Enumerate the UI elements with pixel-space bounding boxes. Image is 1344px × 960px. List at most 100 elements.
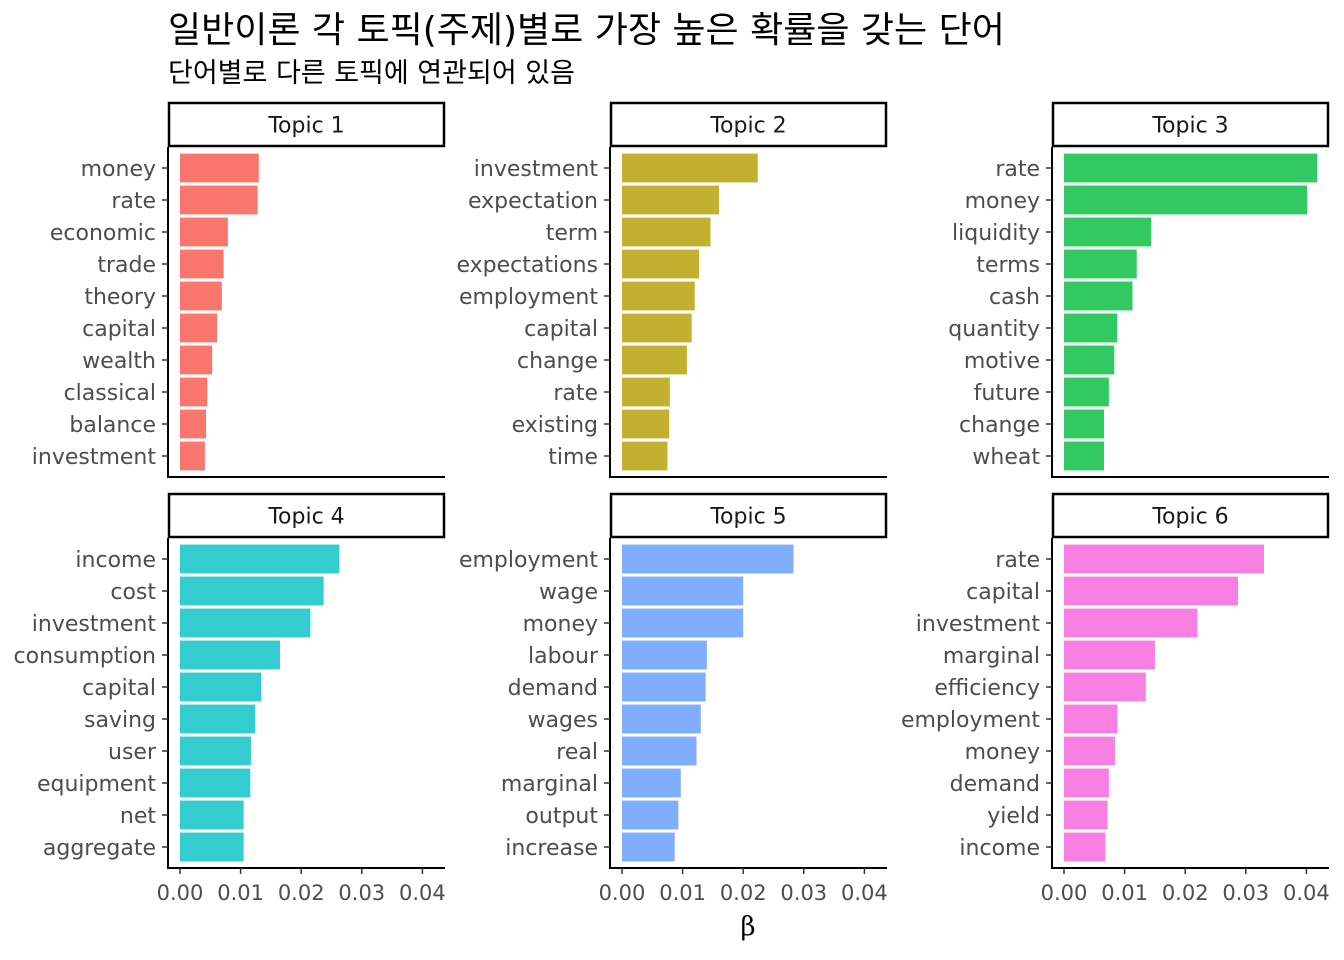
bar [1064,313,1118,343]
x-axis-title: β [740,912,755,942]
bar [622,249,699,279]
y-tick-label: balance [69,413,156,438]
bar [1064,409,1104,439]
y-tick-label: time [548,445,598,470]
bar [622,800,679,830]
bar [180,409,207,439]
y-tick-label: labour [528,644,599,669]
facet-strip-label: Topic 4 [267,505,344,530]
y-tick-label: investment [474,157,599,182]
bar [622,576,744,606]
bar [180,377,208,407]
bar [1064,704,1118,734]
bar [622,313,692,343]
bar [622,377,670,407]
x-tick-label: 0.04 [1283,881,1330,905]
bar [1064,441,1104,471]
bar [180,441,205,471]
y-tick-label: future [974,381,1040,406]
x-tick-label: 0.02 [720,881,767,905]
bar [1064,608,1198,638]
bar [180,640,280,670]
bar [1064,153,1318,183]
bar [180,249,224,279]
y-tick-label: income [959,836,1040,861]
x-tick-label: 0.02 [1162,881,1209,905]
y-tick-label: expectation [468,189,598,214]
y-tick-label: wheat [972,445,1040,470]
y-tick-label: consumption [14,644,156,669]
bar [622,281,695,311]
y-tick-label: economic [50,221,156,246]
y-tick-label: capital [82,676,156,701]
y-tick-label: demand [508,676,598,701]
y-tick-label: money [965,189,1040,214]
y-tick-label: user [108,740,157,765]
bar [180,217,228,247]
y-tick-label: income [75,548,156,573]
x-tick-label: 0.01 [217,881,264,905]
facet-panel: Topic 6 rate capital investment marginal effi… [901,492,1330,905]
facet-panel: Topic 5 employment wage money labour demand wa… [459,492,888,905]
bar [622,345,687,375]
bar [622,768,681,798]
bar [180,544,340,574]
y-tick-label: capital [82,317,156,342]
bar [622,704,701,734]
bar [180,281,222,311]
y-tick-label: efficiency [934,676,1040,701]
y-tick-label: liquidity [952,221,1040,246]
y-tick-label: money [523,612,598,637]
facet-strip [1051,492,1330,539]
y-tick-label: increase [505,836,598,861]
facet-strip [167,492,446,539]
bar [180,313,217,343]
y-tick-label: demand [950,772,1040,797]
y-tick-label: investment [916,612,1041,637]
x-tick-label: 0.01 [1101,881,1148,905]
bar [180,576,324,606]
facet-strip-label: Topic 2 [709,114,786,139]
bar [1064,345,1115,375]
y-tick-label: investment [32,612,157,637]
y-tick-label: rate [553,381,598,406]
bar [622,185,719,215]
y-tick-label: aggregate [43,836,156,861]
bar [180,768,251,798]
y-tick-label: money [81,157,156,182]
facet-panel: Topic 3 rate money liquidity terms cash quanti… [948,101,1330,478]
bar [622,153,758,183]
bar [180,185,258,215]
bar [1064,281,1133,311]
bar [180,800,244,830]
facet-panel: Topic 2 investment expectation term expectat… [457,101,888,478]
facet-strip [609,101,888,148]
facet-strip-label: Topic 6 [1151,505,1228,530]
y-tick-label: rate [995,548,1040,573]
y-tick-label: saving [84,708,156,733]
x-tick-label: 0.02 [278,881,325,905]
x-tick-label: 0.03 [338,881,385,905]
y-tick-label: motive [964,349,1040,374]
y-tick-label: change [959,413,1040,438]
bar [1064,832,1106,862]
y-tick-label: money [965,740,1040,765]
y-tick-label: trade [97,253,156,278]
y-tick-label: capital [966,580,1040,605]
x-tick-label: 0.00 [157,881,204,905]
chart-subtitle: 단어별로 다른 토픽에 연관되어 있음 [168,58,575,89]
y-tick-label: employment [901,708,1040,733]
bar [622,217,711,247]
bar [1064,249,1137,279]
bar [180,672,262,702]
y-tick-label: terms [976,253,1040,278]
bar [1064,640,1155,670]
y-tick-label: net [120,804,156,829]
y-tick-label: existing [512,413,598,438]
facet-panel: Topic 1 money rate economic trade theory capit… [32,101,446,478]
bar [180,153,259,183]
bar [622,640,707,670]
facet-strip-label: Topic 1 [267,114,344,139]
bar [622,736,697,766]
